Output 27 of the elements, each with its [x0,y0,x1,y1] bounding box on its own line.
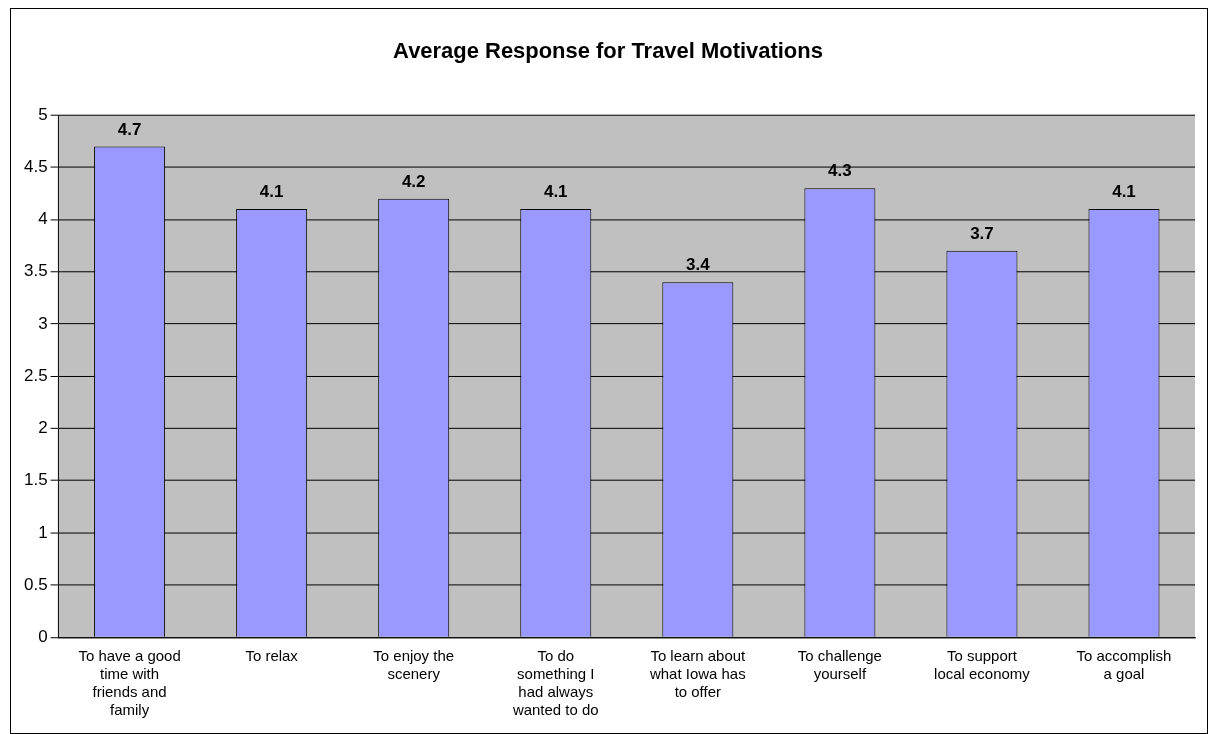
y-tick-label: 1.5 [23,470,48,490]
y-tick-label: 4 [38,209,48,229]
x-tick-label: To have a good time with friends and family [78,647,181,719]
data-label: 4.2 [401,171,426,191]
y-tick-label: 2.5 [23,365,48,385]
data-label: 4.1 [259,182,284,202]
data-label: 4.7 [117,119,142,139]
data-label: 4.1 [543,182,568,202]
chart-title: Average Response for Travel Motivations [393,38,823,64]
x-tick-label: To challenge yourself [797,647,882,683]
data-label: 4.1 [1112,182,1136,202]
y-tick-label: 4.5 [23,157,48,176]
x-tick-label: To support local economy [934,647,1031,683]
x-tick-label: To accomplish a goal [1076,647,1172,683]
y-tick-label: 0.5 [23,574,48,594]
y-tick-label: 3 [38,313,48,333]
x-tick-label: To relax [245,647,299,665]
x-tick-label: To do something I had always wanted to do [511,647,599,719]
x-tick-label: To learn about what Iowa has to offer [648,647,747,701]
y-tick-label: 2 [38,418,48,438]
y-tick-label: 1 [38,522,48,542]
y-tick-label: 3.5 [23,261,48,281]
data-label: 3.4 [686,255,711,275]
y-tick-label: 0 [38,626,48,646]
x-tick-label: To enjoy the scenery [373,647,455,683]
y-tick-label: 5 [38,104,48,124]
data-label: 3.7 [970,224,994,244]
